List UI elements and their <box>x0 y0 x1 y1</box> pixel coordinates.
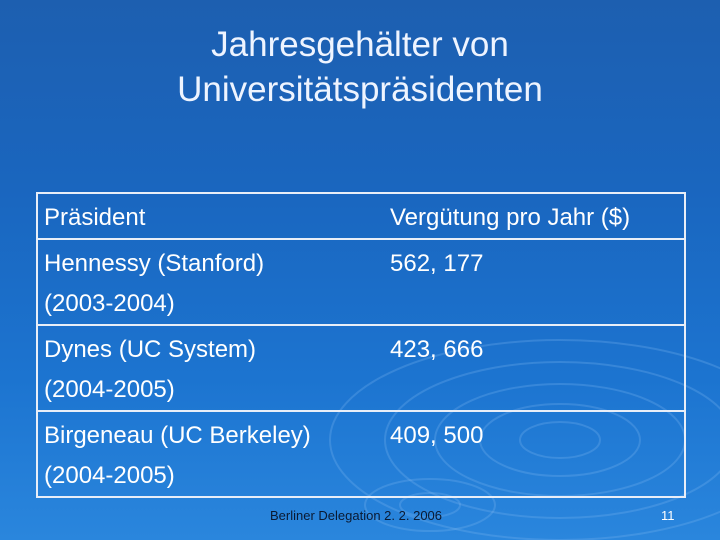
table-row: Hennessy (Stanford) (2003-2004) 562, 177 <box>37 239 685 325</box>
page-number: 11 <box>661 508 675 523</box>
slide-footer: Berliner Delegation 2. 2. 2006 <box>270 508 443 523</box>
table-header-row: Präsident Vergütung pro Jahr ($) <box>37 193 685 240</box>
president-cell: Birgeneau (UC Berkeley) (2004-2005) <box>37 410 384 497</box>
compensation-cell: 562, 177 <box>390 250 484 277</box>
president-cell: Hennessy (Stanford) (2003-2004) <box>37 239 384 325</box>
president-period: (2003-2004) <box>44 290 175 317</box>
table-row: Birgeneau (UC Berkeley) (2004-2005) 409,… <box>37 410 685 497</box>
president-name: Hennessy (Stanford) <box>44 250 265 277</box>
compensation-cell: 423, 666 <box>384 324 685 411</box>
president-cell: Dynes (UC System) (2004-2005) <box>37 324 384 411</box>
header-compensation: Vergütung pro Jahr ($) <box>384 193 685 240</box>
president-period: (2004-2005) <box>44 462 175 489</box>
slide-title: Jahresgehälter von Universitätspräsident… <box>60 22 660 112</box>
compensation-cell: 409, 500 <box>384 410 685 497</box>
table-row: Dynes (UC System) (2004-2005) 423, 666 <box>37 324 685 411</box>
title-line-2: Universitätspräsidenten <box>177 70 543 109</box>
salary-table: Präsident Vergütung pro Jahr ($) Henness… <box>36 192 686 498</box>
title-line-1: Jahresgehälter von <box>211 25 509 64</box>
header-president: Präsident <box>37 193 384 240</box>
president-name: Birgeneau (UC Berkeley) <box>44 422 311 449</box>
president-period: (2004-2005) <box>44 376 175 403</box>
president-name: Dynes (UC System) <box>44 336 257 363</box>
